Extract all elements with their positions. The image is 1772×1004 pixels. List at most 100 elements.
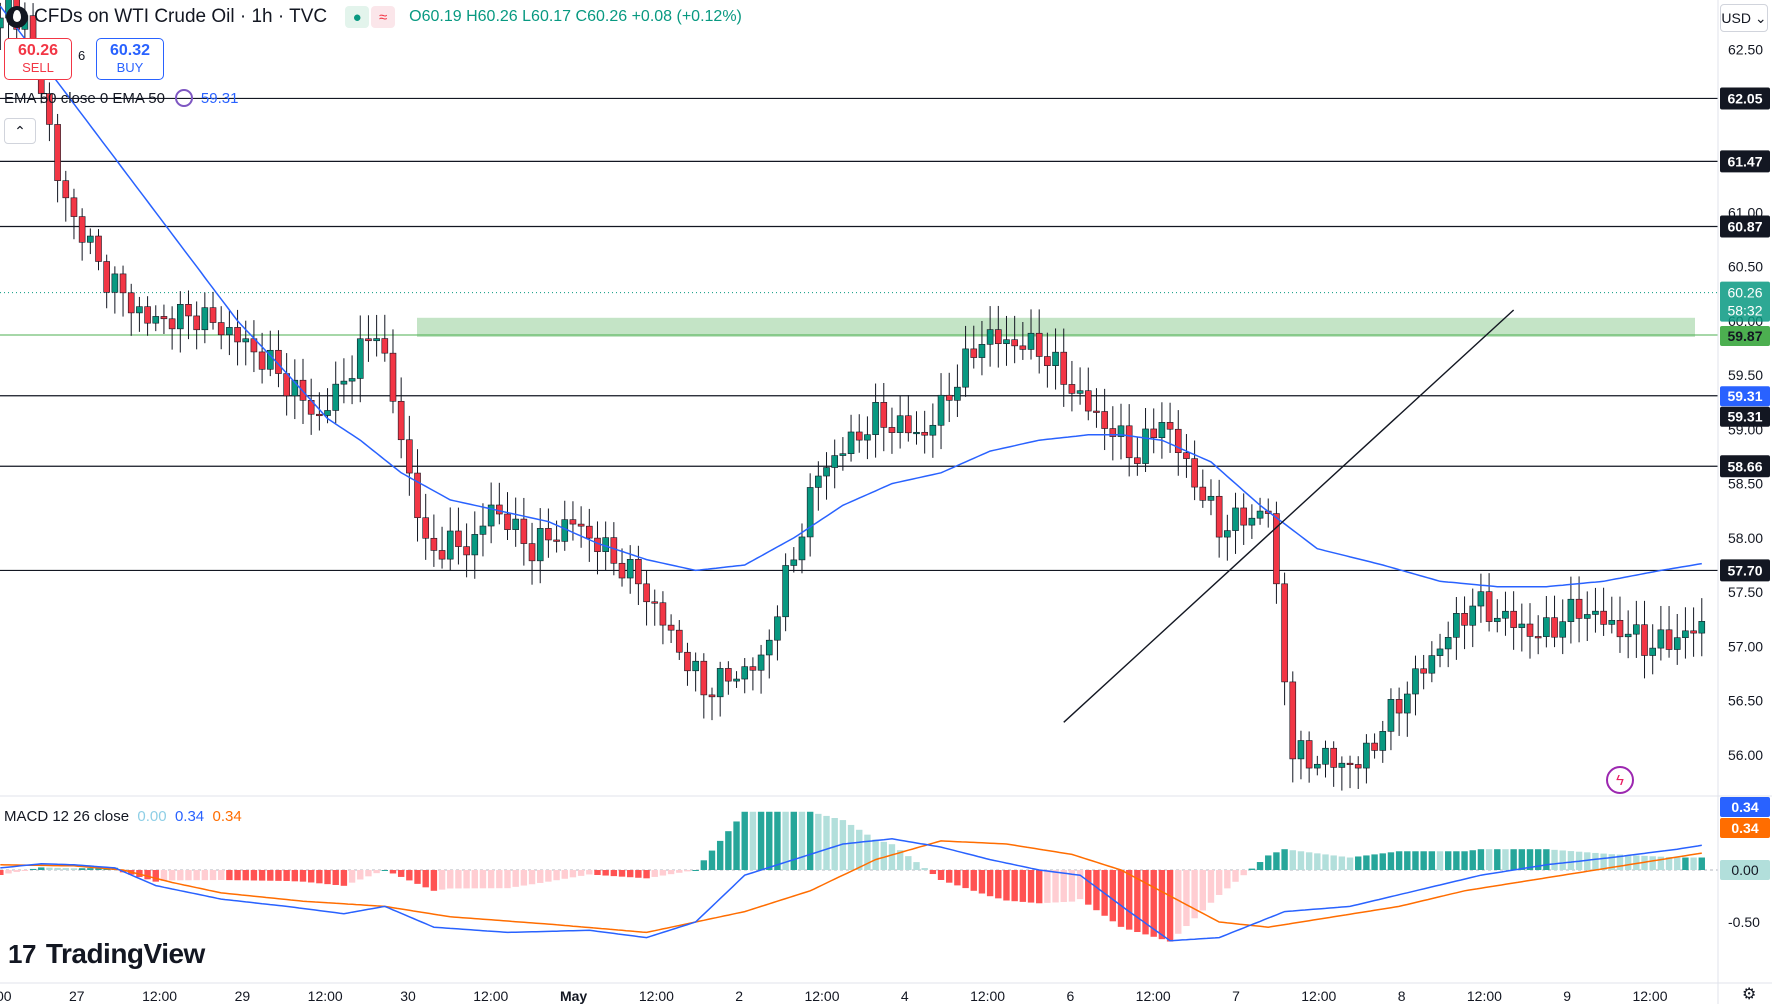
candle-body: [1379, 731, 1387, 751]
level-price-tag-bg: [1720, 150, 1770, 173]
macd-histogram-bar: [741, 811, 748, 870]
macd-histogram-bar: [1665, 857, 1673, 870]
time-tick-label: 12:00: [804, 988, 839, 1004]
macd-histogram-bar: [1485, 849, 1493, 870]
candle-body: [1657, 629, 1665, 649]
ema-price-tag: 59.31: [1727, 388, 1762, 404]
flash-icon[interactable]: ϟ: [1606, 766, 1634, 794]
candle-body: [471, 534, 479, 556]
currency-selector[interactable]: USD ⌄: [1720, 4, 1768, 32]
settings-gear-icon[interactable]: ⚙: [1742, 986, 1757, 1003]
candle-body: [496, 504, 503, 515]
macd-histogram-bar: [1166, 870, 1174, 942]
time-tick-label: 12:00: [1136, 988, 1171, 1004]
candle-body: [144, 306, 151, 324]
candle-body: [1101, 411, 1108, 429]
macd-histogram-bar: [757, 811, 765, 870]
candle-body: [0, 17, 4, 29]
macd-histogram-bar: [340, 870, 348, 886]
candle-body: [1641, 624, 1648, 656]
candle-body: [1690, 630, 1697, 634]
candle-body: [356, 338, 364, 379]
candle-body: [1240, 507, 1247, 526]
candle-body: [741, 666, 749, 680]
buy-button[interactable]: 60.32 BUY: [96, 38, 164, 80]
macd-histogram-bar: [5, 870, 12, 874]
macd-histogram-bar: [577, 870, 585, 876]
macd-histogram-bar: [283, 870, 290, 881]
candle-body: [1281, 583, 1288, 683]
time-tick-label: 9: [1563, 988, 1571, 1004]
macd-histogram-bar: [422, 870, 429, 888]
macd-signal-line: [0, 840, 1702, 934]
symbol-title[interactable]: CFDs on WTI Crude Oil · 1h · TVC: [34, 6, 328, 27]
candle-body: [684, 651, 691, 672]
level-price-tag-bg: [1720, 455, 1770, 478]
market-open-icon[interactable]: ●: [345, 6, 370, 28]
candle-body: [1665, 629, 1673, 650]
candle-body: [217, 322, 225, 336]
candle-body: [1338, 762, 1346, 768]
macd-histogram-bar: [872, 839, 879, 870]
macd-histogram-bar: [1469, 850, 1476, 870]
candle-body: [78, 216, 86, 243]
candle-body: [1125, 425, 1133, 459]
macd-histogram-bar: [307, 870, 315, 883]
macd-histogram-bar: [1183, 870, 1190, 927]
macd-histogram-bar: [1346, 857, 1354, 870]
indicator-eye-icon[interactable]: [174, 89, 193, 107]
candle-body: [340, 380, 348, 385]
macd-histogram-bar: [471, 870, 478, 889]
candle-body: [1575, 598, 1583, 619]
macd-histogram-bar: [504, 870, 511, 889]
price-tick-label: 60.50: [1728, 259, 1763, 275]
macd-histogram-bar: [62, 868, 69, 870]
macd-histogram-bar: [381, 870, 388, 871]
time-tick-label: 7: [1232, 988, 1240, 1004]
macd-histogram-bar: [78, 868, 86, 870]
candle-body: [749, 666, 757, 671]
level-price-tag: 62.05: [1727, 90, 1762, 106]
candle-body: [692, 660, 699, 672]
macd-histogram-bar: [447, 870, 454, 889]
candle-body: [1232, 507, 1239, 531]
candle-body: [994, 329, 1002, 345]
macd-histogram-bar: [1027, 870, 1035, 903]
time-tick-label: 12:00: [0, 988, 12, 1004]
candle-body: [945, 394, 953, 401]
candle-body: [1305, 740, 1313, 769]
macd-histogram-bar: [479, 870, 487, 889]
candle-body: [774, 616, 781, 641]
tradingview-logo: 17 TradingView: [8, 938, 205, 969]
sell-button[interactable]: 60.26 SELL: [4, 38, 72, 80]
delayed-data-icon[interactable]: ≈: [371, 6, 396, 28]
candle-body: [536, 528, 544, 562]
candle-body: [1633, 624, 1640, 635]
macd-histogram-bar: [618, 870, 626, 877]
candle-body: [1068, 384, 1076, 394]
macd-legend[interactable]: MACD 12 26 close 0.00 0.34 0.34: [4, 808, 242, 825]
candle-body: [54, 124, 61, 181]
candle-body: [1518, 623, 1526, 628]
candle-body: [1592, 610, 1599, 615]
collapse-legend-button[interactable]: ⌃: [4, 118, 36, 144]
macd-histogram-bar: [995, 870, 1002, 899]
price-tick-label: 56.00: [1728, 747, 1763, 763]
macd-line-tag-bg: [1720, 797, 1770, 817]
macd-histogram-bar: [545, 870, 552, 882]
ema-legend[interactable]: EMA 50 close 0 EMA 50 59.31: [4, 89, 239, 107]
spread-value: 6: [78, 48, 86, 63]
macd-histogram-bar: [561, 870, 568, 879]
macd-histogram-bar: [1494, 849, 1501, 870]
candle-body: [479, 525, 487, 535]
macd-histogram-bar: [815, 813, 822, 870]
macd-histogram-bar: [1526, 849, 1534, 870]
candle-body: [1150, 428, 1158, 438]
level-price-tag: 58.66: [1727, 458, 1762, 474]
macd-histogram-bar: [1355, 856, 1362, 870]
macd-histogram-bar: [1395, 851, 1403, 870]
macd-histogram-bar: [332, 870, 339, 885]
macd-histogram-bar: [1379, 853, 1386, 870]
tv-mark-icon: 17: [8, 938, 36, 969]
